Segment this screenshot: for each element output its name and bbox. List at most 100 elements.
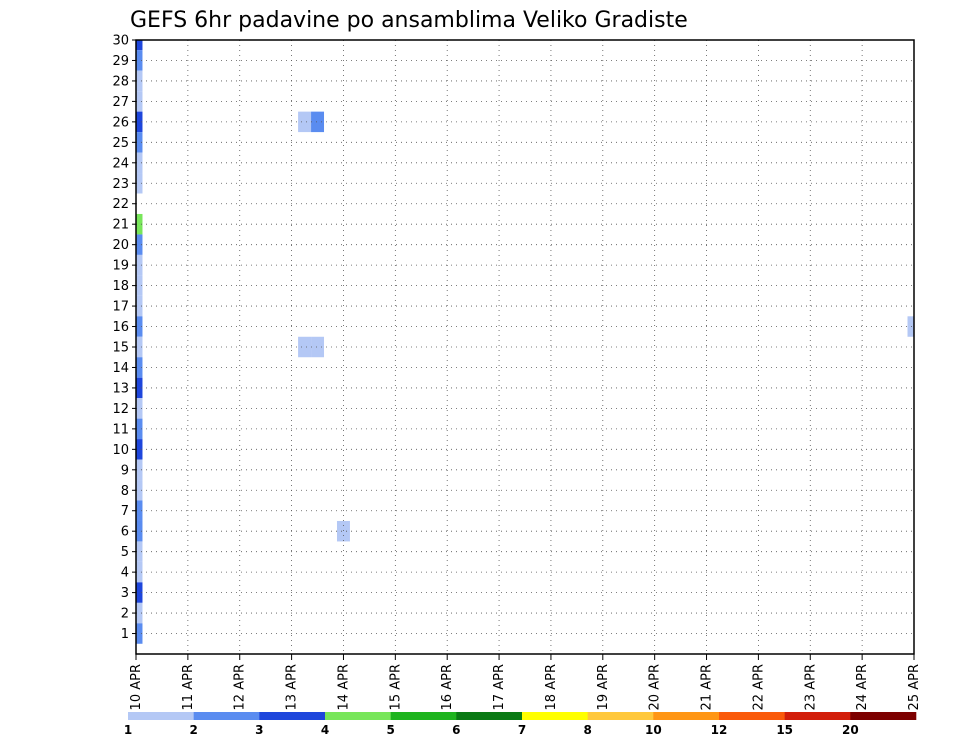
y-tick-label: 22 bbox=[112, 197, 129, 212]
heatmap-cell bbox=[136, 316, 143, 337]
heatmap-cell bbox=[136, 520, 143, 542]
heatmap-cell bbox=[136, 623, 143, 644]
x-tick-label: 13 APR bbox=[285, 664, 300, 710]
heatmap-cell bbox=[136, 173, 143, 194]
heatmap-cell bbox=[136, 541, 143, 562]
heatmap-cell bbox=[136, 398, 143, 419]
heatmap-cell bbox=[136, 234, 143, 255]
heatmap-cell bbox=[136, 418, 143, 440]
heatmap-cell bbox=[136, 500, 143, 521]
legend-label: 10 bbox=[645, 723, 662, 737]
chart-title: GEFS 6hr padavine po ansamblima Veliko G… bbox=[130, 8, 688, 33]
y-tick-label: 19 bbox=[112, 259, 129, 274]
legend-swatch bbox=[522, 712, 588, 720]
legend-label: 8 bbox=[583, 723, 591, 737]
heatmap-cells bbox=[136, 40, 914, 644]
y-tick-label: 10 bbox=[112, 443, 129, 458]
y-tick-label: 9 bbox=[121, 463, 129, 478]
y-tick-label: 3 bbox=[121, 586, 129, 601]
y-tick-label: 5 bbox=[121, 545, 129, 560]
x-tick-label: 11 APR bbox=[181, 664, 196, 710]
legend-label: 1 bbox=[124, 723, 132, 737]
x-tick-label: 24 APR bbox=[855, 664, 870, 710]
plot-frame bbox=[135, 39, 915, 655]
legend-swatch bbox=[193, 712, 260, 720]
y-tick-label: 29 bbox=[112, 54, 129, 69]
x-tick-label: 16 APR bbox=[440, 664, 455, 710]
heatmap-cell bbox=[136, 459, 143, 481]
heatmap-cell bbox=[136, 254, 143, 276]
y-tick-label: 11 bbox=[112, 422, 129, 437]
y-tick-label: 23 bbox=[112, 177, 129, 192]
heatmap-cell bbox=[136, 40, 143, 51]
legend-swatch bbox=[128, 712, 194, 720]
heatmap-cell bbox=[136, 439, 143, 460]
y-tick-label: 18 bbox=[112, 279, 129, 294]
heatmap-cell bbox=[136, 377, 143, 399]
y-tick-label: 20 bbox=[112, 238, 129, 253]
y-tick-label: 17 bbox=[112, 300, 129, 315]
y-tick-label: 8 bbox=[121, 484, 129, 499]
legend-swatch bbox=[456, 712, 523, 720]
legend-swatch bbox=[390, 712, 457, 720]
x-tick-label: 14 APR bbox=[336, 664, 351, 710]
y-tick-label: 14 bbox=[112, 361, 129, 376]
y-tick-label: 6 bbox=[121, 525, 129, 540]
legend-label: 3 bbox=[255, 723, 263, 737]
x-tick-label: 18 APR bbox=[544, 664, 559, 710]
heatmap-cell bbox=[136, 336, 143, 358]
x-tick-label: 25 APR bbox=[907, 664, 922, 710]
x-tick-label: 22 APR bbox=[751, 664, 766, 710]
y-tick-label: 24 bbox=[112, 156, 129, 171]
heatmap-cell bbox=[298, 111, 312, 133]
y-tick-label: 16 bbox=[112, 320, 129, 335]
y-tick-label: 2 bbox=[121, 607, 129, 622]
y-axis: 1234567891011121314151617181920212223242… bbox=[112, 34, 136, 642]
legend-swatch bbox=[784, 712, 851, 720]
legend-swatch bbox=[325, 712, 391, 720]
y-tick-label: 15 bbox=[112, 341, 129, 356]
heatmap-cell bbox=[136, 50, 143, 71]
heatmap-cell bbox=[336, 520, 350, 542]
y-tick-label: 1 bbox=[121, 627, 129, 642]
y-tick-label: 25 bbox=[112, 136, 129, 151]
x-tick-label: 20 APR bbox=[648, 664, 663, 710]
heatmap-cell bbox=[136, 111, 143, 133]
x-tick-label: 12 APR bbox=[233, 664, 248, 710]
legend-label: 4 bbox=[321, 723, 329, 737]
legend-label: 6 bbox=[452, 723, 460, 737]
legend-label: 15 bbox=[776, 723, 793, 737]
x-tick-label: 21 APR bbox=[700, 664, 715, 710]
legend-label: 5 bbox=[386, 723, 394, 737]
heatmap-cell bbox=[311, 111, 325, 133]
x-tick-label: 10 APR bbox=[129, 664, 144, 710]
y-tick-label: 21 bbox=[112, 218, 129, 233]
heatmap-cell bbox=[136, 480, 143, 501]
y-tick-label: 13 bbox=[112, 381, 129, 396]
legend-label: 2 bbox=[189, 723, 197, 737]
heatmap-cell bbox=[136, 602, 143, 624]
x-axis: 10 APR 11 APR 12 APR 13 APR 14 APR 15 APR 16 A… bbox=[129, 654, 922, 710]
y-tick-label: 30 bbox=[112, 34, 129, 49]
x-tick-label: 15 APR bbox=[388, 664, 403, 710]
y-tick-label: 12 bbox=[112, 402, 129, 417]
legend-label: 20 bbox=[842, 723, 859, 737]
y-tick-label: 27 bbox=[112, 95, 129, 110]
heatmap-cell bbox=[907, 316, 914, 337]
legend-label: 12 bbox=[711, 723, 728, 737]
heatmap-cell bbox=[298, 336, 312, 358]
y-tick-label: 7 bbox=[121, 504, 129, 519]
legend-swatch bbox=[259, 712, 326, 720]
legend-label: 7 bbox=[518, 723, 526, 737]
x-tick-label: 17 APR bbox=[492, 664, 507, 710]
heatmap-cell bbox=[136, 152, 143, 174]
heatmap-cell bbox=[136, 275, 143, 296]
y-tick-label: 4 bbox=[121, 566, 129, 581]
heatmap-cell bbox=[136, 582, 143, 603]
heatmap-cell bbox=[136, 295, 143, 317]
color-legend: 1 2 3 4 5 6 7 8 10 12 15 20 bbox=[124, 712, 917, 737]
x-tick-label: 19 APR bbox=[596, 664, 611, 710]
grid-lines bbox=[136, 40, 914, 654]
legend-swatch bbox=[719, 712, 785, 720]
